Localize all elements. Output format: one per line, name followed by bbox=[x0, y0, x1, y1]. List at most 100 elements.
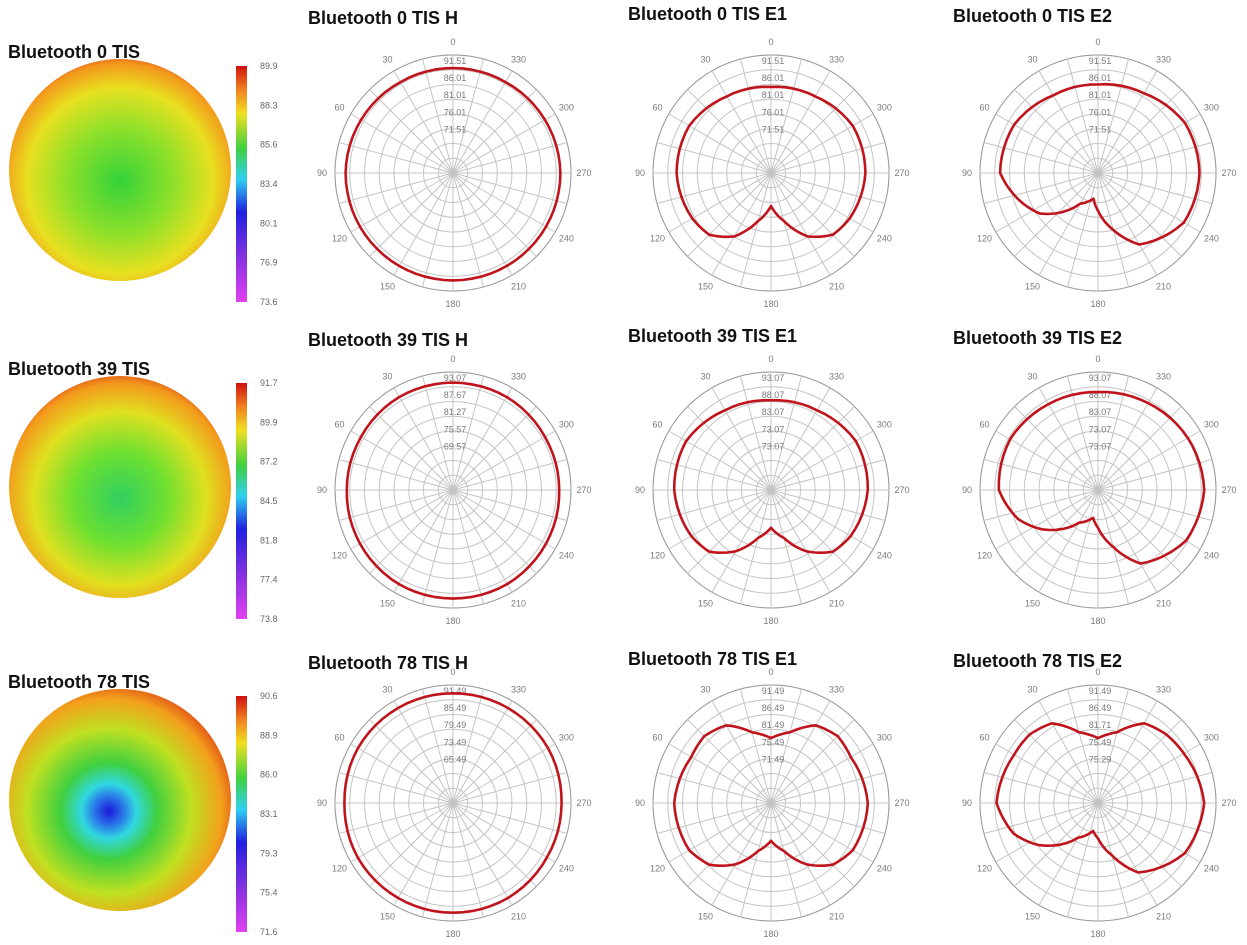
polar-spoke bbox=[770, 430, 874, 491]
polar-spoke bbox=[452, 489, 556, 550]
angle-tick-label: 0 bbox=[450, 37, 455, 47]
polar-spoke bbox=[1014, 172, 1099, 257]
polar-spoke bbox=[1097, 172, 1158, 276]
angle-tick-label: 150 bbox=[380, 911, 395, 921]
radial-tick-label: 91.51 bbox=[1089, 56, 1112, 66]
polar-spoke bbox=[452, 172, 485, 288]
angle-tick-label: 330 bbox=[829, 372, 844, 382]
polar-spoke bbox=[338, 458, 454, 491]
angle-tick-label: 300 bbox=[559, 733, 574, 743]
polar-spoke bbox=[1038, 700, 1099, 804]
angle-tick-label: 120 bbox=[332, 234, 347, 244]
colorbar-tick-label: 89.9 bbox=[260, 417, 278, 427]
colorbar-tick-label: 77.4 bbox=[260, 575, 278, 585]
angle-tick-label: 120 bbox=[977, 551, 992, 561]
polar-spoke bbox=[995, 113, 1099, 174]
polar-spoke bbox=[421, 688, 454, 804]
chart-title: Bluetooth 78 TIS bbox=[8, 672, 150, 692]
polar-spoke bbox=[369, 89, 454, 174]
angle-tick-label: 150 bbox=[1025, 911, 1040, 921]
chart-title: Bluetooth 78 TIS E2 bbox=[953, 651, 1122, 671]
polar-spoke bbox=[770, 802, 803, 918]
polar-spoke bbox=[1097, 172, 1213, 205]
polar-spoke bbox=[350, 743, 454, 804]
polar-spoke bbox=[711, 70, 772, 174]
polar-spoke bbox=[1097, 802, 1130, 918]
polar-spoke bbox=[739, 802, 772, 918]
angle-tick-label: 90 bbox=[962, 485, 972, 495]
colorbar-tick-label: 87.2 bbox=[260, 457, 278, 467]
polar-spoke bbox=[1097, 458, 1213, 491]
polar-pattern-chart: Bluetooth 0 TIS E2 0 30 60 90 120 150 180 210 240… bbox=[953, 6, 1237, 309]
polar-spoke bbox=[770, 172, 874, 233]
radial-tick-label: 91.49 bbox=[762, 686, 785, 696]
tis-heatmap-chart: Bluetooth 78 TIS 90.6 88.9 86.0 83.1 79.3 75.4… bbox=[8, 672, 278, 937]
angle-tick-label: 60 bbox=[980, 733, 990, 743]
angle-tick-label: 210 bbox=[511, 911, 526, 921]
polar-spoke bbox=[1097, 489, 1158, 593]
colorbar-tick-label: 80.1 bbox=[260, 218, 278, 228]
polar-spoke bbox=[452, 458, 568, 491]
angle-tick-label: 90 bbox=[317, 485, 327, 495]
polar-spoke bbox=[995, 802, 1099, 863]
polar-spoke bbox=[687, 406, 772, 491]
polar-spoke bbox=[711, 700, 772, 804]
polar-spoke bbox=[1097, 700, 1158, 804]
pattern-series-line bbox=[997, 390, 1206, 565]
polar-spoke bbox=[770, 172, 803, 288]
angle-tick-label: 330 bbox=[1156, 372, 1171, 382]
polar-spoke bbox=[421, 802, 454, 918]
radial-tick-label: 79.49 bbox=[444, 720, 467, 730]
polar-spoke bbox=[350, 802, 454, 863]
colorbar-tick-label: 88.9 bbox=[260, 730, 278, 740]
angle-tick-label: 0 bbox=[768, 37, 773, 47]
angle-tick-label: 210 bbox=[1156, 598, 1171, 608]
polar-spoke bbox=[1097, 802, 1213, 835]
angle-tick-label: 180 bbox=[445, 929, 460, 939]
pattern-series-line bbox=[675, 85, 867, 239]
colorbar-tick-label: 86.0 bbox=[260, 770, 278, 780]
polar-spoke bbox=[1014, 406, 1099, 491]
angle-tick-label: 0 bbox=[768, 667, 773, 677]
polar-spoke bbox=[656, 771, 772, 804]
polar-spoke bbox=[711, 172, 772, 276]
colorbar-tick-label: 83.1 bbox=[260, 809, 278, 819]
polar-spoke bbox=[452, 700, 513, 804]
polar-spoke bbox=[421, 58, 454, 174]
angle-tick-label: 120 bbox=[650, 234, 665, 244]
polar-spoke bbox=[452, 489, 568, 522]
angle-tick-label: 270 bbox=[894, 485, 909, 495]
pattern-series-line bbox=[345, 381, 561, 600]
polar-pattern-chart: Bluetooth 78 TIS E10 30 60 90 120 150 180 210 24… bbox=[628, 649, 910, 939]
polar-spoke bbox=[770, 172, 831, 276]
polar-spoke bbox=[452, 172, 568, 205]
angle-tick-label: 240 bbox=[1204, 234, 1219, 244]
chart-title: Bluetooth 78 TIS E1 bbox=[628, 649, 797, 669]
chart-title: Bluetooth 0 TIS E1 bbox=[628, 4, 787, 24]
polar-spoke bbox=[1097, 802, 1201, 863]
polar-spoke bbox=[369, 802, 454, 887]
polar-spoke bbox=[452, 58, 485, 174]
polar-spoke bbox=[656, 802, 772, 835]
tis-heatmap-chart: Bluetooth 0 TIS 89.9 88.3 85.6 83.4 80.1 76.9 7… bbox=[8, 42, 278, 307]
angle-tick-label: 300 bbox=[1204, 733, 1219, 743]
polar-spoke bbox=[1097, 89, 1182, 174]
radial-tick-label: 71.51 bbox=[762, 124, 785, 134]
angle-tick-label: 180 bbox=[763, 616, 778, 626]
radial-tick-label: 71.51 bbox=[444, 124, 467, 134]
angle-tick-label: 30 bbox=[382, 685, 392, 695]
radial-tick-label: 93.07 bbox=[762, 373, 785, 383]
colorbar-tick-label: 91.7 bbox=[260, 378, 278, 388]
polar-spoke bbox=[770, 141, 886, 174]
angle-tick-label: 150 bbox=[698, 281, 713, 291]
angle-tick-label: 300 bbox=[877, 420, 892, 430]
angle-tick-label: 90 bbox=[635, 485, 645, 495]
polar-spoke bbox=[739, 58, 772, 174]
angle-tick-label: 180 bbox=[1090, 929, 1105, 939]
radial-tick-label: 85.49 bbox=[444, 703, 467, 713]
angle-tick-label: 270 bbox=[576, 798, 591, 808]
polar-spoke bbox=[452, 172, 513, 276]
radial-tick-label: 86.01 bbox=[762, 73, 785, 83]
radial-tick-label: 73.07 bbox=[762, 424, 785, 434]
radial-tick-label: 86.49 bbox=[1089, 703, 1112, 713]
